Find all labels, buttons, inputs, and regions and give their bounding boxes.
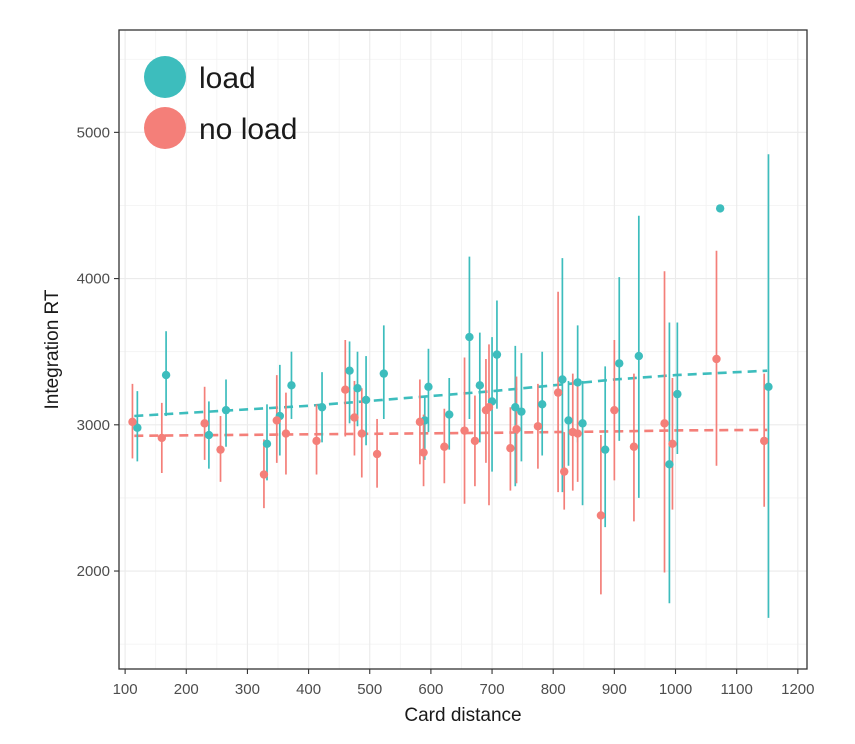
point-no-load xyxy=(553,388,563,397)
legend: load no load xyxy=(144,56,297,149)
point-no-load xyxy=(712,354,721,364)
point-load xyxy=(665,460,674,469)
point-no-load xyxy=(440,442,449,451)
x-tick-label: 600 xyxy=(418,681,443,698)
x-tick-label: 1200 xyxy=(781,681,814,698)
point-load xyxy=(673,389,682,399)
point-no-load xyxy=(668,439,677,449)
point-load xyxy=(221,405,231,415)
y-tick-label: 2000 xyxy=(77,563,110,580)
point-no-load xyxy=(506,444,515,453)
point-load xyxy=(361,395,371,405)
point-load xyxy=(615,359,624,368)
data-points xyxy=(128,204,773,520)
x-tick-label: 1100 xyxy=(721,681,753,698)
point-no-load xyxy=(372,449,382,459)
point-no-load xyxy=(610,405,619,415)
point-load xyxy=(764,382,773,391)
point-load xyxy=(204,430,214,440)
point-load xyxy=(475,381,485,390)
x-tick-label: 700 xyxy=(480,681,505,698)
point-load xyxy=(445,410,454,419)
point-load xyxy=(558,375,567,384)
point-load xyxy=(379,369,389,378)
point-load xyxy=(465,332,474,342)
x-tick-label: 1000 xyxy=(659,681,692,698)
point-no-load xyxy=(629,442,639,451)
point-load xyxy=(578,419,587,428)
trend-lines xyxy=(134,369,768,438)
x-tick-label: 400 xyxy=(296,681,321,698)
point-no-load xyxy=(419,448,428,457)
x-tick-label: 500 xyxy=(357,681,382,698)
point-no-load xyxy=(312,436,321,446)
point-no-load xyxy=(200,419,209,428)
x-tick-label: 900 xyxy=(602,681,627,698)
point-load xyxy=(564,416,573,425)
point-no-load xyxy=(512,424,521,434)
point-load xyxy=(511,403,520,412)
y-tick-label: 3000 xyxy=(77,417,110,434)
point-no-load xyxy=(560,467,569,476)
y-tick-label: 4000 xyxy=(77,271,110,288)
point-load xyxy=(287,381,296,390)
x-tick-label: 300 xyxy=(235,681,260,698)
point-load xyxy=(161,370,171,380)
point-no-load xyxy=(157,433,167,443)
plot-panel-border xyxy=(118,29,808,670)
point-no-load xyxy=(470,436,480,446)
point-no-load xyxy=(281,429,291,438)
legend-label-load: load xyxy=(199,62,256,95)
point-no-load xyxy=(272,416,281,425)
point-load xyxy=(353,384,362,393)
legend-swatch-no-load xyxy=(144,107,186,149)
point-no-load xyxy=(350,413,359,422)
point-no-load xyxy=(660,419,669,428)
legend-swatch-load xyxy=(144,56,186,98)
legend-label-no-load: no load xyxy=(199,113,297,146)
point-load xyxy=(492,350,502,359)
axes: 100 200 300 400 500 600 700 800 900 1000 1100 1200 2… xyxy=(77,124,815,698)
x-axis-title: Card distance xyxy=(404,705,521,726)
trend-line-load xyxy=(134,369,768,418)
point-load xyxy=(573,378,582,387)
y-tick-label: 5000 xyxy=(77,124,110,141)
x-tick-label: 200 xyxy=(174,681,199,698)
point-load xyxy=(537,400,547,409)
point-no-load xyxy=(596,511,606,520)
point-load xyxy=(634,351,644,361)
point-load xyxy=(262,439,272,449)
point-load xyxy=(424,382,433,391)
point-no-load xyxy=(533,422,543,431)
point-no-load xyxy=(341,385,350,394)
point-load xyxy=(133,423,142,432)
x-tick-label: 100 xyxy=(113,681,138,698)
point-no-load xyxy=(415,417,425,427)
point-load xyxy=(715,204,725,213)
point-no-load xyxy=(759,436,769,446)
point-no-load xyxy=(128,417,137,427)
point-no-load xyxy=(460,426,469,435)
x-tick-label: 800 xyxy=(541,681,566,698)
trend-line-no-load xyxy=(134,428,768,438)
point-load xyxy=(317,403,327,412)
point-no-load xyxy=(484,403,494,412)
point-no-load xyxy=(259,470,269,479)
point-no-load xyxy=(357,429,366,438)
point-load xyxy=(600,445,610,454)
point-load xyxy=(517,407,526,416)
y-axis-title: Integration RT xyxy=(42,289,63,409)
point-no-load xyxy=(216,445,225,454)
point-no-load xyxy=(573,429,582,438)
point-load xyxy=(345,366,354,375)
